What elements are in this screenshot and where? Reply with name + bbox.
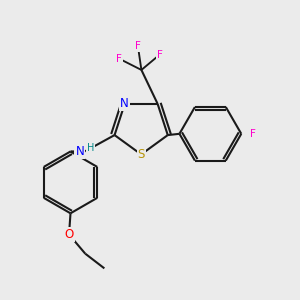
Text: F: F: [116, 54, 122, 64]
Text: F: F: [135, 41, 141, 51]
Text: F: F: [157, 50, 163, 60]
Text: N: N: [75, 145, 84, 158]
Text: N: N: [120, 97, 129, 110]
Text: O: O: [64, 228, 74, 241]
Text: S: S: [137, 148, 145, 161]
Text: H: H: [87, 143, 94, 153]
Text: F: F: [250, 129, 255, 139]
